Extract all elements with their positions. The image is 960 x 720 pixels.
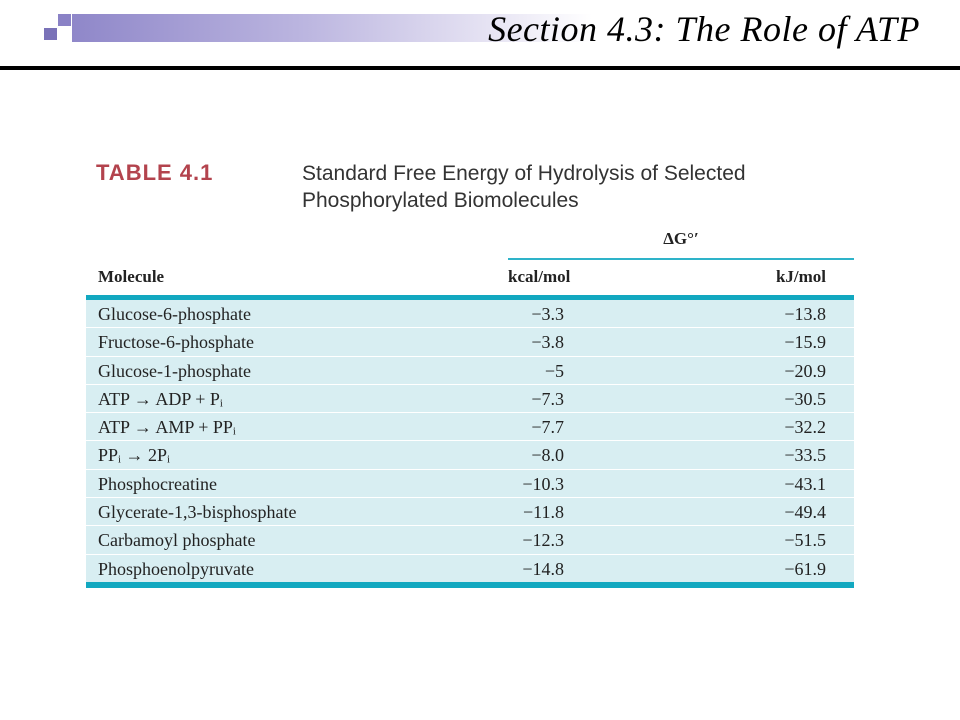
cell-kcal: −10.3 <box>522 473 564 494</box>
cell-kcal: −3.3 <box>531 304 564 324</box>
table-body: Glucose-6-phosphate −3.3 −13.8 Fructose-6-… <box>86 300 854 582</box>
cell-molecule: Glucose-6-phosphate <box>98 304 251 324</box>
cell-molecule: Carbamoyl phosphate <box>98 530 256 551</box>
cell-kcal: −14.8 <box>522 558 564 579</box>
cell-molecule: Glucose-1-phosphate <box>98 360 251 381</box>
table-header-rule <box>86 295 854 300</box>
cell-kcal: −11.8 <box>523 502 564 523</box>
cell-molecule: ATP → AMP + PPᵢ <box>98 417 236 438</box>
free-energy-table: ΔG°′ Molecule kcal/mol kJ/mol Glucose-6-… <box>86 229 854 588</box>
table-caption: Standard Free Energy of Hydrolysis of Se… <box>302 162 746 212</box>
cell-kj: −51.5 <box>784 530 826 551</box>
group-header-rule <box>508 258 854 260</box>
column-header-kcal: kcal/mol <box>508 267 571 286</box>
cell-kcal: −3.8 <box>531 332 564 353</box>
cell-molecule: Glycerate-1,3-bisphosphate <box>98 502 297 523</box>
cell-kj: −61.9 <box>784 558 826 579</box>
cell-kj: −49.4 <box>784 502 826 523</box>
cell-molecule: Phosphocreatine <box>98 473 217 494</box>
table-row: Glycerate-1,3-bisphosphate −11.8 −49.4 <box>86 498 854 527</box>
cell-kcal: −5 <box>544 360 564 381</box>
table-row: ATP → AMP + PPᵢ −7.7 −32.2 <box>86 413 854 442</box>
table-column-headers: Molecule kcal/mol kJ/mol <box>86 257 854 295</box>
table-row: Glucose-6-phosphate −3.3 −13.8 <box>86 300 854 329</box>
column-header-molecule: Molecule <box>98 267 165 286</box>
table-row: PPᵢ → 2Pᵢ −8.0 −33.5 <box>86 441 854 470</box>
table-bottom-rule <box>86 581 854 588</box>
cell-kj: −15.9 <box>784 332 826 353</box>
cell-kcal: −7.3 <box>531 388 564 409</box>
cell-kj: −32.2 <box>784 417 826 438</box>
cell-kcal: −8.0 <box>531 445 564 466</box>
table-row: ATP → ADP + Pᵢ −7.3 −30.5 <box>86 385 854 414</box>
column-header-kj: kJ/mol <box>775 267 826 286</box>
cell-molecule: PPᵢ → 2Pᵢ <box>98 445 170 466</box>
table-row: Glucose-1-phosphate −5 −20.9 <box>86 357 854 385</box>
cell-kj: −43.1 <box>784 473 826 494</box>
cell-kj: −30.5 <box>784 388 826 409</box>
table-row: Phosphocreatine −10.3 −43.1 <box>86 470 854 499</box>
table-row: Fructose-6-phosphate −3.8 −15.9 <box>86 328 854 357</box>
cell-molecule: Phosphoenolpyruvate <box>98 558 254 579</box>
cell-kj: −20.9 <box>784 360 826 381</box>
header-decoration-square <box>58 14 71 26</box>
header-divider <box>0 66 960 70</box>
table-label: TABLE 4.1 <box>96 160 214 185</box>
table-row: Phosphoenolpyruvate −14.8 −61.9 <box>86 555 854 582</box>
cell-kj: −13.8 <box>784 304 826 324</box>
delta-g-header: ΔG°′ <box>663 229 699 248</box>
cell-molecule: ATP → ADP + Pᵢ <box>98 388 223 409</box>
cell-molecule: Fructose-6-phosphate <box>98 332 254 353</box>
cell-kj: −33.5 <box>784 445 826 466</box>
cell-kcal: −7.7 <box>531 417 564 438</box>
slide-header: Section 4.3: The Role of ATP <box>0 0 960 70</box>
header-gradient-bar <box>72 14 592 42</box>
slide-title: Section 4.3: The Role of ATP <box>488 9 920 49</box>
table-group-header: ΔG°′ <box>86 229 854 260</box>
header-decoration-square <box>44 28 57 40</box>
cell-kcal: −12.3 <box>522 530 564 551</box>
table-row: Carbamoyl phosphate −12.3 −51.5 <box>86 526 854 555</box>
